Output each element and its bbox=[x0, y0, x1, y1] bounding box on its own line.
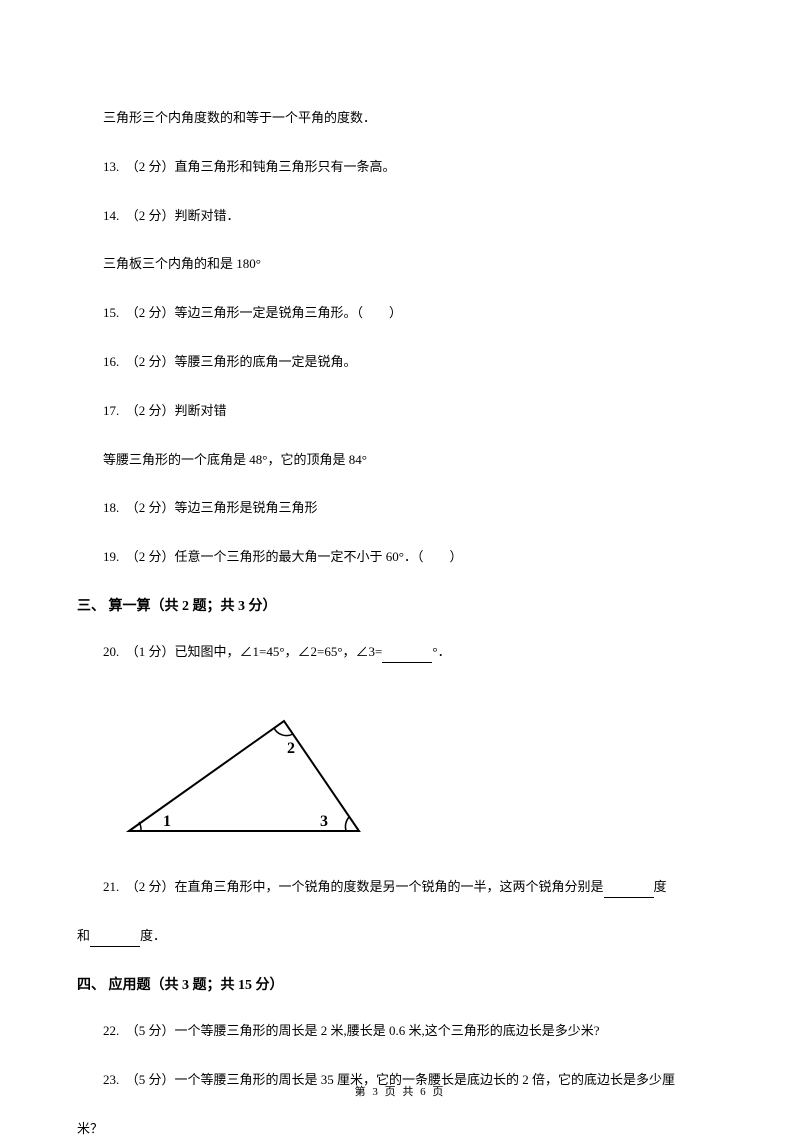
angle-3-label: 3 bbox=[320, 813, 328, 830]
question-16: 16. （2 分）等腰三角形的底角一定是锐角。 bbox=[77, 352, 723, 373]
question-15: 15. （2 分）等边三角形一定是锐角三角形。（ ） bbox=[77, 303, 723, 324]
blank-fill bbox=[90, 933, 140, 947]
question-14: 14. （2 分）判断对错． bbox=[77, 206, 723, 227]
question-17-sub: 等腰三角形的一个底角是 48°，它的顶角是 84° bbox=[77, 450, 723, 471]
question-21-pre: 21. （2 分）在直角三角形中，一个锐角的度数是另一个锐角的一半，这两个锐角分… bbox=[103, 879, 604, 894]
question-20-post: °． bbox=[432, 644, 450, 659]
question-19: 19. （2 分）任意一个三角形的最大角一定不小于 60°．（ ） bbox=[77, 547, 723, 568]
question-17: 17. （2 分）判断对错 bbox=[77, 401, 723, 422]
question-14-sub: 三角板三个内角的和是 180° bbox=[77, 254, 723, 275]
triangle-figure: 1 2 3 bbox=[119, 691, 723, 853]
question-13: 13. （2 分）直角三角形和钝角三角形只有一条高。 bbox=[77, 157, 723, 178]
angle-1-label: 1 bbox=[163, 813, 171, 830]
blank-fill bbox=[382, 649, 432, 663]
section-4-header: 四、 应用题（共 3 题；共 15 分） bbox=[77, 975, 723, 997]
blank-fill bbox=[604, 884, 654, 898]
angle-3-arc bbox=[345, 817, 349, 831]
question-22: 22. （5 分）一个等腰三角形的周长是 2 米,腰长是 0.6 米,这个三角形… bbox=[77, 1021, 723, 1042]
angle-2-label: 2 bbox=[287, 740, 295, 757]
section-3-header: 三、 算一算（共 2 题；共 3 分） bbox=[77, 596, 723, 618]
question-21-mid: 度 bbox=[654, 879, 667, 894]
question-21-line2: 和 度． bbox=[77, 926, 723, 947]
question-18: 18. （2 分）等边三角形是锐角三角形 bbox=[77, 498, 723, 519]
page-footer: 第 3 页 共 6 页 bbox=[0, 1084, 800, 1102]
question-20-pre: 20. （1 分）已知图中，∠1=45°，∠2=65°，∠3= bbox=[103, 644, 382, 659]
question-23-line2: 米？ bbox=[77, 1119, 723, 1139]
question-21-and: 和 bbox=[77, 928, 90, 943]
question-21-post: 度． bbox=[140, 928, 166, 943]
question-21: 21. （2 分）在直角三角形中，一个锐角的度数是另一个锐角的一半，这两个锐角分… bbox=[77, 877, 723, 898]
q12-continuation: 三角形三个内角度数的和等于一个平角的度数． bbox=[77, 108, 723, 129]
question-20: 20. （1 分）已知图中，∠1=45°，∠2=65°，∠3= °． bbox=[77, 642, 723, 663]
